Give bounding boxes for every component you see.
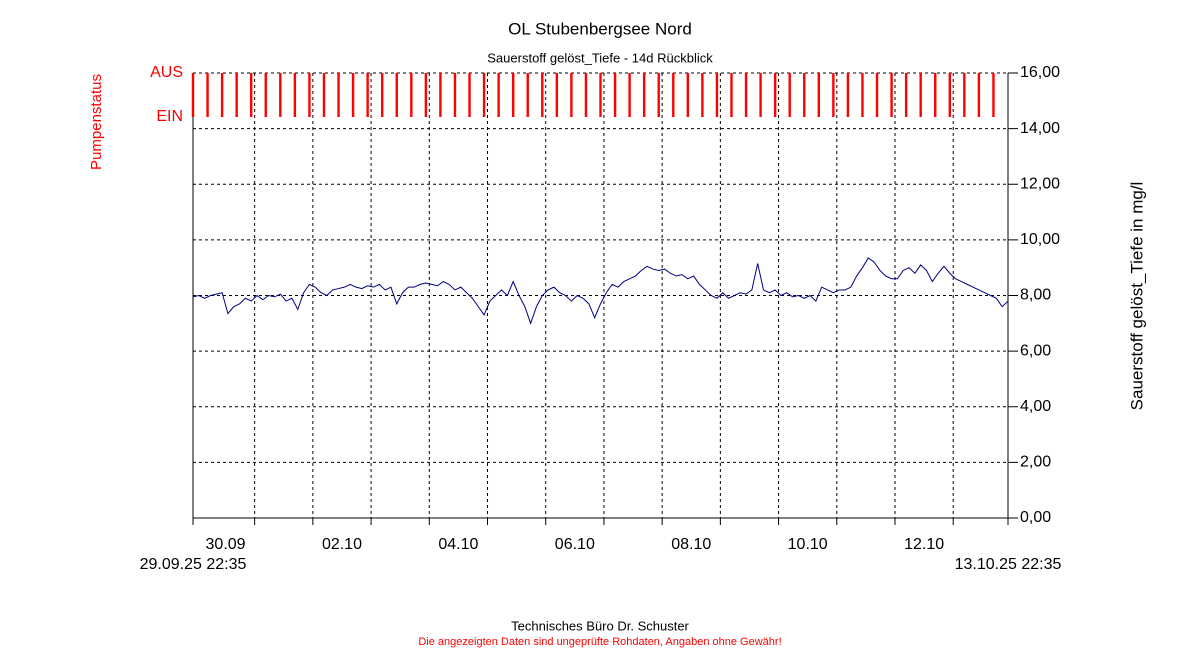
pump-bar [846, 73, 850, 117]
pump-bar [817, 73, 821, 117]
pump-bar [599, 73, 602, 117]
pump-bar [832, 73, 835, 117]
pump-bar [264, 73, 267, 117]
pump-bar [613, 73, 617, 117]
pump-bar [686, 73, 690, 117]
x-tick-label: 04.10 [438, 536, 478, 553]
pump-bar [235, 73, 238, 117]
y-tick-label: 8,00 [1020, 287, 1051, 304]
pump-bar [468, 73, 471, 117]
y-tick-label: 6,00 [1020, 342, 1051, 359]
pump-bar [628, 73, 631, 117]
footer: Technisches Büro Dr. Schuster [511, 618, 689, 633]
pump-bar [701, 73, 704, 117]
y-tick-label: 12,00 [1020, 175, 1060, 192]
pump-bar [366, 73, 369, 117]
pump-bar [322, 73, 326, 117]
pump-bar [511, 73, 515, 117]
pump-bar [744, 73, 748, 117]
x-tick-label: 10.10 [788, 536, 828, 553]
pump-bar [992, 73, 995, 117]
pump-bar [293, 73, 297, 117]
pump-bar [541, 73, 544, 117]
pump-bar [410, 73, 413, 117]
pump-bar [497, 73, 500, 117]
y-tick-label: 16,00 [1020, 64, 1060, 81]
pump-bar [351, 73, 355, 117]
pump-bar [919, 73, 922, 117]
disclaimer: Die angezeigten Daten sind ungeprüfte Ro… [418, 636, 781, 648]
x-limit-label: 13.10.25 22:35 [955, 556, 1062, 573]
pump-bar [715, 73, 719, 117]
pump-bar [482, 73, 486, 117]
pump-bar [279, 73, 282, 117]
pump-bar [788, 73, 791, 117]
pump-bar [526, 73, 529, 117]
pump-bar [773, 73, 777, 117]
pump-bar [337, 73, 340, 117]
pump-bar [657, 73, 660, 117]
pump-tick-label: AUS [150, 64, 183, 81]
x-tick-label: 12.10 [904, 536, 944, 553]
y-axis-label: Sauerstoff gelöst_Tiefe in mg/l [1127, 182, 1146, 411]
pump-bar [803, 73, 806, 117]
pump-bar [250, 73, 253, 117]
pump-bar [453, 73, 457, 117]
x-tick-label: 30.09 [206, 536, 246, 553]
pump-bar [380, 73, 384, 117]
pump-bar [191, 73, 195, 117]
pump-bar [861, 73, 864, 117]
y-tick-label: 14,00 [1020, 120, 1060, 137]
pump-bar [904, 73, 908, 117]
pump-bar [875, 73, 879, 117]
pump-bar [730, 73, 733, 117]
y-tick-label: 0,00 [1020, 509, 1051, 526]
y-tick-label: 2,00 [1020, 454, 1051, 471]
pump-bar [555, 73, 559, 117]
pump-bar [948, 73, 951, 117]
pump-bar [206, 73, 209, 117]
pump-bar [395, 73, 398, 117]
pump-bar [584, 73, 588, 117]
pump-bar [642, 73, 646, 117]
pump-bar [220, 73, 224, 117]
x-tick-label: 06.10 [555, 536, 595, 553]
chart-subtitle: Sauerstoff gelöst_Tiefe - 14d Rückblick [487, 50, 713, 65]
pump-tick-label: EIN [156, 108, 183, 125]
pump-bar [308, 73, 311, 117]
pump-bar [934, 73, 937, 117]
pump-axis-label: Pumpenstatus [88, 74, 105, 170]
pump-bar [439, 73, 442, 117]
pump-bar [759, 73, 762, 117]
pump-bar [890, 73, 893, 117]
chart-title: OL Stubenbergsee Nord [508, 19, 692, 38]
data-line [192, 257, 1009, 325]
pump-bar [963, 73, 966, 117]
pump-bar [672, 73, 675, 117]
x-tick-label: 08.10 [671, 536, 711, 553]
x-tick-label: 02.10 [322, 536, 362, 553]
pump-bar [977, 73, 981, 117]
pump-bar [424, 73, 428, 117]
y-tick-label: 10,00 [1020, 231, 1060, 248]
y-tick-label: 4,00 [1020, 398, 1051, 415]
x-limit-label: 29.09.25 22:35 [140, 556, 247, 573]
pump-bar [570, 73, 573, 117]
